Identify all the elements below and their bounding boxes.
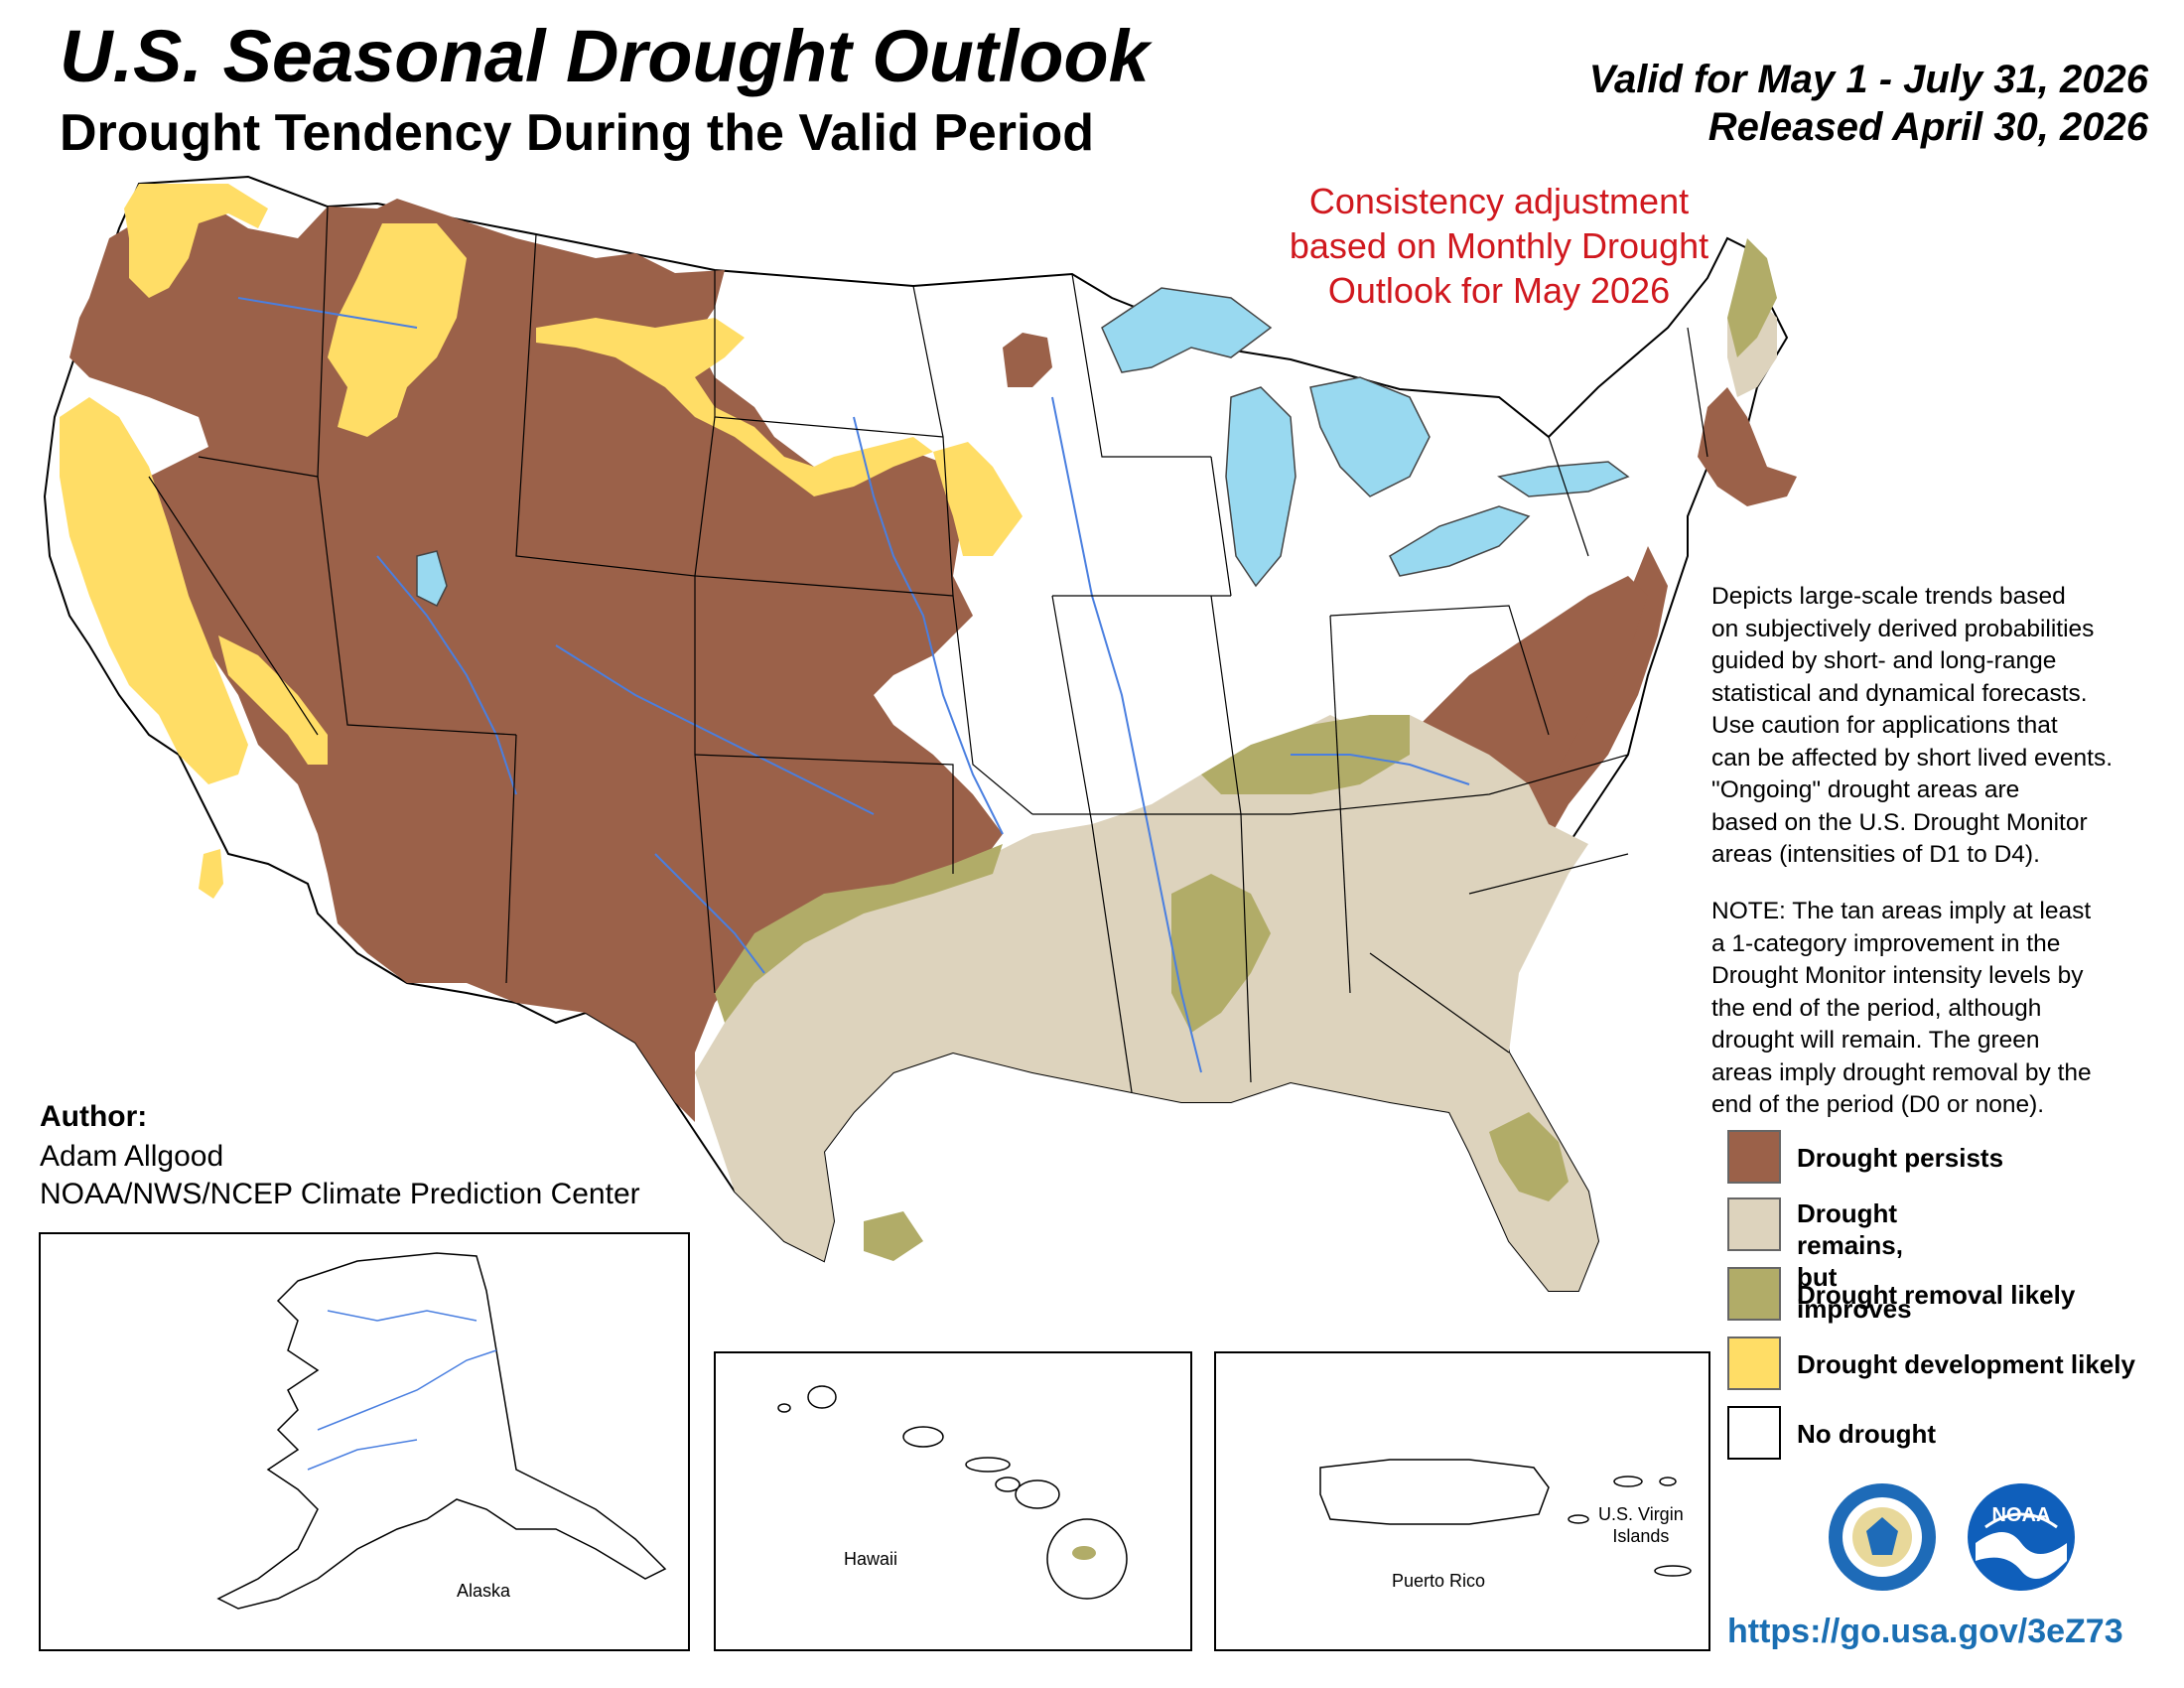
legend-label: Drought remains, but improves	[1797, 1198, 1912, 1324]
hawaii-inset-frame	[714, 1351, 1192, 1651]
legend-label: Drought development likely	[1797, 1349, 2135, 1379]
alaska-label: Alaska	[457, 1581, 511, 1601]
usvi-label: U.S. Virgin Islands	[1598, 1504, 1684, 1546]
persist-minnesota	[1003, 333, 1052, 387]
description-paragraph: Depicts large-scale trends based on subj…	[1711, 583, 2114, 868]
author-organization: NOAA/NWS/NCEP Climate Prediction Center	[40, 1178, 640, 1210]
noaa-logo-text: NOAA	[1992, 1504, 2051, 1526]
removal-florida	[1489, 1112, 1569, 1201]
removal-texas	[864, 1211, 923, 1261]
noaa-logo-icon: NOAA	[1968, 1483, 2075, 1591]
legend-swatch-improves	[1727, 1197, 1781, 1251]
rivers	[237, 297, 1470, 1073]
release-date: Released April 30, 2026	[1707, 105, 2148, 149]
alaska-rivers	[307, 1310, 497, 1471]
development-california	[60, 397, 248, 784]
puerto-rico-label: Puerto Rico	[1392, 1571, 1486, 1591]
persist-west	[69, 199, 1003, 1122]
development-pacific-nw	[124, 184, 268, 298]
development-socal	[199, 849, 223, 899]
legend-swatch-persists	[1727, 1130, 1781, 1184]
hawaii-label: Hawaii	[844, 1549, 898, 1569]
removal-mississippi	[1171, 874, 1271, 1033]
development-idaho	[328, 223, 467, 437]
legend-swatch-development	[1727, 1336, 1781, 1390]
lake-erie	[1389, 505, 1531, 577]
note-paragraph: NOTE: The tan areas imply at least a 1-c…	[1711, 898, 2092, 1118]
lake-superior	[1101, 287, 1273, 373]
author-name: Adam Allgood	[40, 1140, 224, 1173]
commerce-seal-icon	[1829, 1483, 1936, 1591]
valid-period: Valid for May 1 - July 31, 2026	[1588, 58, 2148, 101]
page-subtitle: Drought Tendency During the Valid Period	[60, 104, 1095, 162]
development-nevada-edge	[218, 635, 328, 765]
lake-huron	[1309, 376, 1431, 497]
persist-new-england	[1698, 387, 1797, 506]
page-title: U.S. Seasonal Drought Outlook	[60, 15, 1150, 97]
lake-michigan	[1225, 386, 1297, 588]
legend-swatch-removal	[1727, 1267, 1781, 1321]
legend-label: Drought persists	[1797, 1143, 2004, 1173]
legend-label: Drought removal likely	[1797, 1280, 2076, 1310]
hawaii-removal-patch	[1072, 1546, 1096, 1560]
legend-swatch-no-drought	[1727, 1406, 1781, 1460]
puerto-rico-shape	[1319, 1459, 1550, 1525]
removal-maine	[1727, 238, 1777, 357]
legend-label: No drought	[1797, 1419, 1937, 1449]
usvi-islands	[1568, 1476, 1692, 1577]
state-boundaries	[148, 206, 1708, 1093]
author-heading: Author:	[40, 1100, 148, 1133]
development-montana-band	[536, 318, 933, 496]
great-salt-lake	[416, 550, 448, 608]
consistency-adjustment-note: Consistency adjustment based on Monthly …	[1289, 181, 1709, 311]
outlook-url-link[interactable]: https://go.usa.gov/3eZ73	[1727, 1613, 2123, 1650]
alaska-shape	[216, 1252, 667, 1610]
development-dakotas	[933, 442, 1023, 556]
improve-south	[695, 715, 1598, 1291]
removal-corridor	[715, 844, 1003, 1023]
lake-ontario	[1497, 461, 1630, 497]
